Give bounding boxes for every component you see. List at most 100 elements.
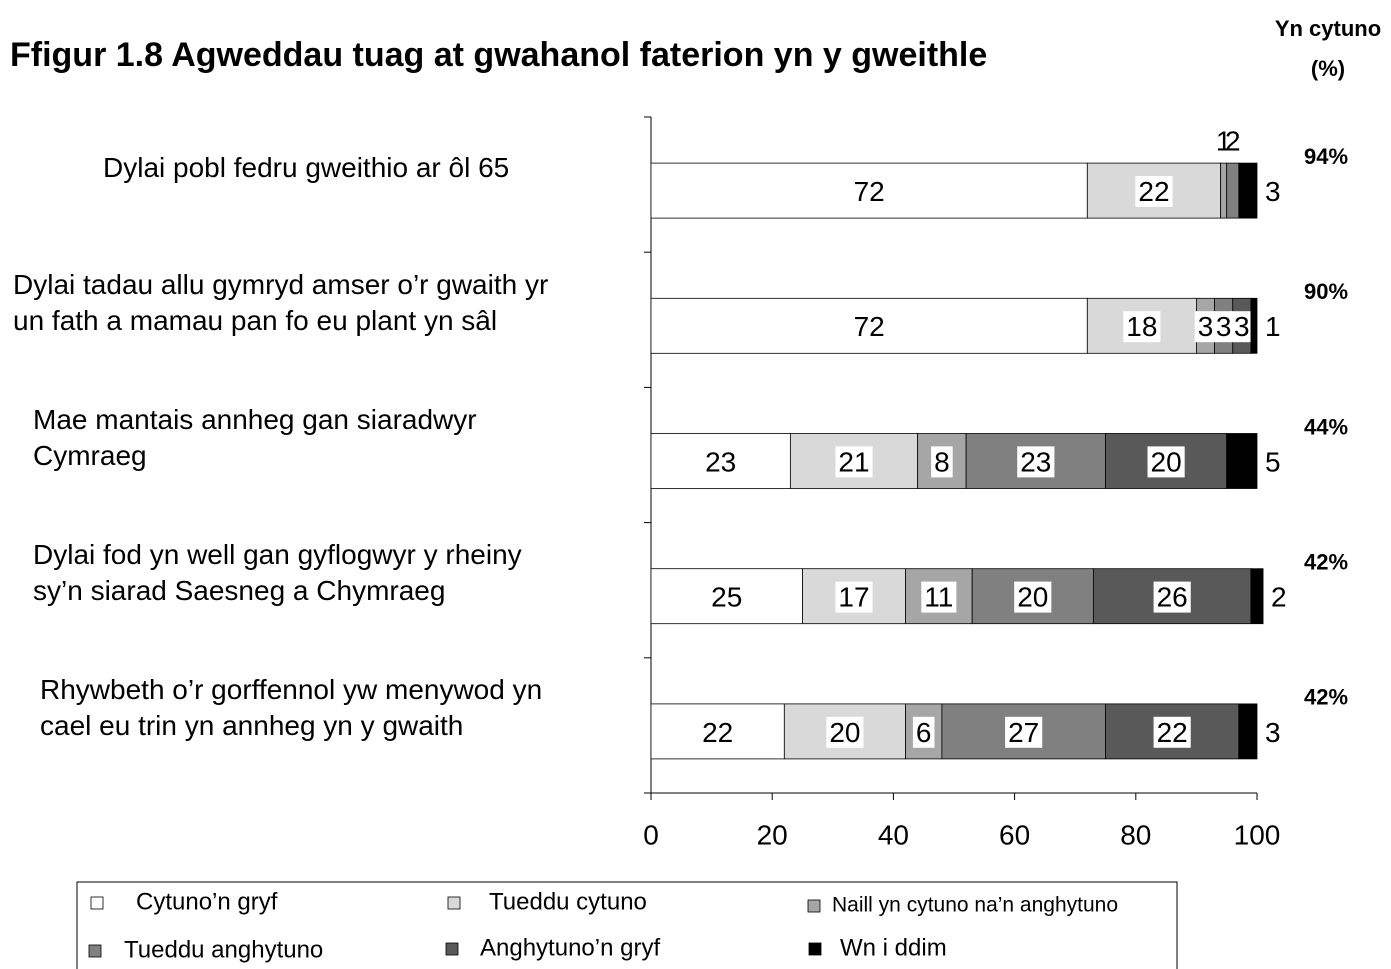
bar-segment	[1250, 568, 1264, 625]
data-label: 25	[711, 582, 742, 613]
data-label: 20	[1151, 446, 1182, 477]
data-label: 3	[1216, 311, 1232, 342]
data-label-group: 8	[931, 446, 953, 478]
legend-label: Tueddu anghytuno	[124, 936, 323, 963]
data-label: 6	[916, 717, 932, 748]
data-label: 11	[924, 582, 953, 613]
data-label-bg	[850, 175, 888, 207]
data-label: 20	[1017, 582, 1048, 613]
legend-label: Wn i ddim	[840, 934, 947, 961]
data-label: 2	[1225, 125, 1241, 156]
data-label-group: 20	[1014, 581, 1052, 613]
data-label: 1	[1265, 311, 1281, 342]
data-label: 26	[1157, 582, 1188, 613]
agree-label: 42%	[1304, 685, 1348, 710]
bar-segment	[1250, 297, 1258, 354]
legend-label: Naill yn cytuno na’n anghytuno	[832, 894, 1118, 917]
agree-header: Yn cytuno	[1275, 16, 1381, 41]
data-label-bg	[1017, 446, 1055, 478]
data-label-bg	[1135, 175, 1173, 207]
data-label: 3	[1198, 311, 1214, 342]
data-label: 23	[705, 446, 736, 477]
data-label-bg	[1014, 581, 1052, 613]
bar-segment	[1238, 162, 1258, 219]
data-label: 3	[1265, 176, 1281, 207]
data-label-group: 27	[1005, 716, 1043, 748]
data-label-group: 3	[1265, 717, 1281, 748]
chart-title: Ffigur 1.8 Agweddau tuag at gwahanol fat…	[10, 36, 987, 74]
data-label-bg	[1212, 311, 1235, 343]
category-label: Rhywbeth o’r gorffennol yw menywod yn ca…	[40, 674, 543, 742]
data-label: 5	[1265, 446, 1281, 477]
data-label: 72	[854, 176, 885, 207]
category-label: Mae mantais annheg gan siaradwyr Cymraeg	[33, 404, 477, 471]
legend-swatch	[447, 896, 461, 910]
category-label: Dylai pobl fedru gweithio ar ôl 65	[103, 151, 510, 183]
data-label-bg	[708, 581, 746, 613]
data-label: 22	[702, 717, 733, 748]
agree-label: 42%	[1304, 550, 1348, 575]
data-label: 8	[934, 446, 950, 477]
data-label-group: 17	[835, 581, 873, 613]
data-label-group: 11	[921, 581, 957, 613]
data-label-group: 1	[1216, 125, 1232, 156]
data-label-group: 18	[1123, 311, 1161, 343]
data-label-group: 2	[1271, 582, 1287, 613]
data-label: 27	[1008, 717, 1039, 748]
data-label-group: 3	[1212, 311, 1235, 343]
data-label-group: 5	[1265, 446, 1281, 477]
agree-label: 90%	[1304, 279, 1348, 304]
legend-swatch	[88, 944, 102, 958]
data-label-group: 3	[1231, 311, 1253, 343]
data-label: 3	[1234, 311, 1250, 342]
legend-swatch	[807, 899, 821, 913]
data-label: 1	[1216, 125, 1232, 156]
category-label: Dylai fod yn well gan gyflogwyr y rheiny…	[33, 539, 522, 607]
data-label: 3	[1265, 717, 1281, 748]
data-label: 18	[1126, 311, 1157, 342]
bar-segment	[1220, 162, 1228, 219]
data-label-bg	[1153, 716, 1191, 748]
legend-swatch	[808, 942, 822, 956]
data-label-bg	[1147, 446, 1185, 478]
data-label-bg	[931, 446, 953, 478]
data-label-bg	[702, 446, 740, 478]
data-label-group: 72	[850, 175, 888, 207]
data-label-bg	[850, 311, 888, 343]
legend-box	[76, 881, 1178, 969]
data-label-group: 72	[850, 311, 888, 343]
data-label: 22	[1157, 717, 1188, 748]
x-tick-label: 20	[757, 819, 788, 850]
bar-segment	[1238, 703, 1258, 760]
data-label-group: 21	[835, 446, 873, 478]
data-label-bg	[835, 581, 873, 613]
agree-label: 94%	[1304, 144, 1348, 169]
data-label-bg	[835, 446, 873, 478]
agree-label: 44%	[1304, 414, 1348, 439]
data-label-group: 26	[1153, 581, 1191, 613]
data-label-group: 22	[699, 716, 737, 748]
category-label: Dylai tadau allu gymryd amser o’r gwaith…	[13, 268, 549, 336]
data-label: 21	[838, 446, 869, 477]
data-label-group: 2	[1225, 125, 1241, 156]
data-label-group: 20	[826, 716, 864, 748]
data-label-group: 3	[1265, 176, 1281, 207]
data-label: 23	[1020, 446, 1051, 477]
data-label-bg	[826, 716, 864, 748]
legend-label: Anghytuno’n gryf	[480, 934, 660, 961]
data-label-bg	[1231, 311, 1253, 343]
data-label-group: 25	[708, 581, 746, 613]
data-label-group: 1	[1265, 311, 1281, 342]
data-label: 17	[838, 582, 869, 613]
data-label-group: 23	[702, 446, 740, 478]
data-label: 2	[1271, 582, 1287, 613]
data-label-bg	[921, 581, 957, 613]
data-label-bg	[1194, 311, 1217, 343]
data-label: 22	[1138, 176, 1169, 207]
bar-segment	[1226, 433, 1258, 489]
data-label-group: 20	[1147, 446, 1185, 478]
x-tick-label: 0	[643, 819, 659, 850]
x-tick-label: 60	[999, 819, 1030, 850]
